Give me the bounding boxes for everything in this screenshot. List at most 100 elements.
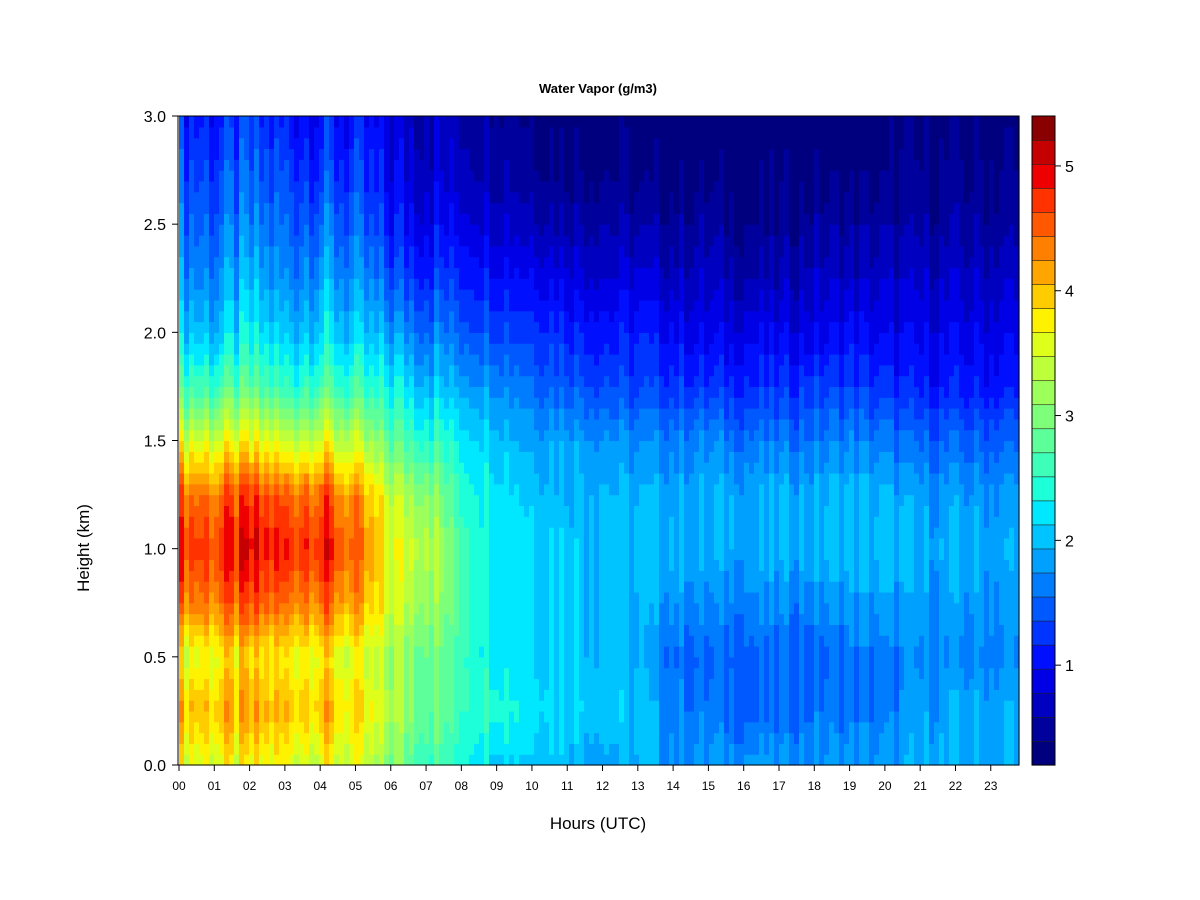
heatmap-cell	[314, 516, 320, 528]
heatmap-cell	[324, 602, 330, 615]
heatmap-cell	[479, 548, 485, 561]
heatmap-cell	[459, 375, 465, 388]
heatmap-cell	[184, 375, 190, 388]
heatmap-cell	[399, 678, 405, 690]
heatmap-cell	[504, 213, 510, 225]
heatmap-cell	[234, 202, 240, 214]
heatmap-cell	[419, 289, 425, 301]
heatmap-cell	[484, 364, 490, 377]
heatmap-cell	[369, 591, 375, 604]
heatmap-cell	[504, 700, 510, 712]
heatmap-cell	[189, 743, 195, 755]
heatmap-cell	[574, 408, 580, 420]
heatmap-cell	[289, 732, 295, 744]
heatmap-cell	[474, 126, 480, 139]
heatmap-cell	[414, 548, 420, 561]
heatmap-cell	[434, 537, 440, 550]
heatmap-cell	[194, 343, 200, 355]
heatmap-cell	[474, 429, 480, 442]
heatmap-cell	[254, 267, 260, 279]
heatmap-cell	[539, 483, 545, 496]
heatmap-cell	[539, 548, 545, 561]
heatmap-cell	[469, 343, 475, 355]
heatmap-cell	[194, 516, 200, 528]
heatmap-cell	[274, 310, 280, 323]
heatmap-cell	[379, 689, 385, 701]
heatmap-cell	[519, 505, 525, 517]
heatmap-cell	[244, 278, 250, 290]
heatmap-cell	[339, 591, 345, 604]
heatmap-cell	[449, 451, 455, 463]
heatmap-cell	[184, 462, 190, 474]
heatmap-cell	[474, 408, 480, 420]
heatmap-cell	[189, 581, 195, 593]
heatmap-cell	[469, 278, 475, 290]
heatmap-cell	[564, 537, 570, 550]
heatmap-cell	[409, 408, 415, 420]
heatmap-cell	[244, 375, 250, 388]
heatmap-cell	[309, 483, 315, 496]
heatmap-cell	[284, 440, 290, 452]
heatmap-cell	[359, 505, 365, 517]
heatmap-cell	[509, 602, 515, 615]
heatmap-cell	[359, 180, 365, 193]
heatmap-cell	[429, 299, 435, 312]
heatmap-cell	[334, 224, 340, 236]
heatmap-cell	[524, 527, 530, 539]
heatmap-cell	[204, 732, 210, 744]
heatmap-cell	[239, 343, 245, 355]
heatmap-cell	[289, 289, 295, 301]
heatmap-cell	[239, 494, 245, 506]
heatmap-cell	[239, 234, 245, 247]
heatmap-cell	[454, 462, 460, 474]
heatmap-cell	[589, 689, 595, 701]
heatmap-cell	[479, 267, 485, 279]
heatmap-cell	[519, 537, 525, 550]
heatmap-cell	[559, 116, 565, 128]
heatmap-cell	[454, 646, 460, 658]
heatmap-cell	[499, 224, 505, 236]
heatmap-cell	[464, 310, 470, 323]
heatmap-cell	[334, 721, 340, 734]
heatmap-cell	[564, 213, 570, 225]
heatmap-cell	[314, 440, 320, 452]
heatmap-cell	[539, 126, 545, 139]
heatmap-cell	[414, 310, 420, 323]
heatmap-cell	[209, 267, 215, 279]
heatmap-cell	[399, 548, 405, 561]
heatmap-cell	[489, 418, 495, 431]
heatmap-cell	[414, 700, 420, 712]
heatmap-cell	[389, 613, 395, 625]
heatmap-cell	[349, 126, 355, 139]
heatmap-cell	[409, 159, 415, 171]
heatmap-cell	[554, 170, 560, 182]
heatmap-cell	[384, 516, 390, 528]
heatmap-cell	[589, 537, 595, 550]
heatmap-cell	[304, 375, 310, 388]
heatmap-cell	[539, 234, 545, 247]
heatmap-cell	[399, 451, 405, 463]
heatmap-cell	[249, 116, 255, 128]
heatmap-cell	[454, 213, 460, 225]
heatmap-cell	[319, 710, 325, 723]
heatmap-cell	[334, 234, 340, 247]
heatmap-cell	[504, 126, 510, 139]
heatmap-cell	[584, 137, 590, 150]
heatmap-cell	[299, 364, 305, 377]
heatmap-cell	[424, 462, 430, 474]
heatmap-cell	[289, 754, 295, 766]
heatmap-cell	[309, 267, 315, 279]
heatmap-cell	[429, 278, 435, 290]
heatmap-cell	[519, 678, 525, 690]
heatmap-cell	[519, 613, 525, 625]
heatmap-cell	[359, 689, 365, 701]
heatmap-cell	[384, 721, 390, 734]
heatmap-cell	[289, 310, 295, 323]
heatmap-cell	[189, 721, 195, 734]
heatmap-cell	[184, 646, 190, 658]
heatmap-cell	[559, 364, 565, 377]
heatmap-cell	[314, 408, 320, 420]
heatmap-cell	[399, 505, 405, 517]
heatmap-cell	[479, 700, 485, 712]
heatmap-cell	[399, 310, 405, 323]
